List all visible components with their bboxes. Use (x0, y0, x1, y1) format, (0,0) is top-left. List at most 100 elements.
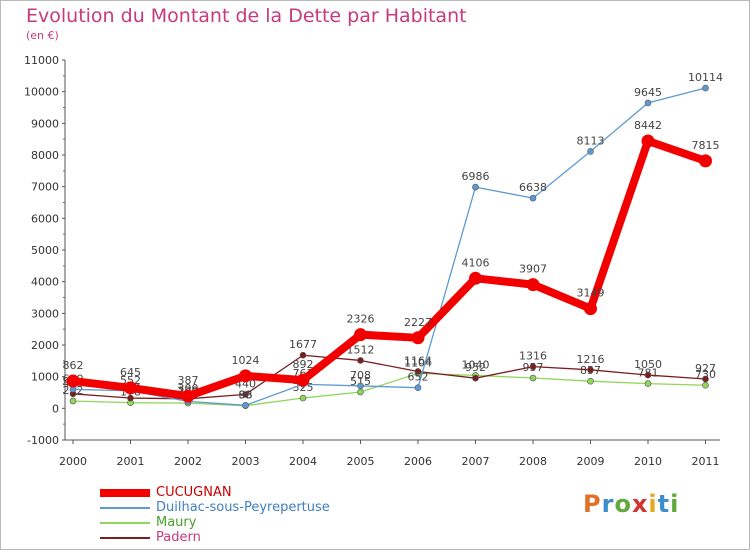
chart-title: Evolution du Montant de la Dette par Hab… (26, 5, 467, 27)
y-tick-label: 0 (52, 402, 59, 415)
data-label: 96 (239, 388, 253, 401)
data-point (296, 373, 310, 387)
logo-letter: o (614, 490, 632, 518)
data-point (69, 397, 77, 405)
series-layer: 2321781658332551511041040957857781730459… (63, 71, 723, 410)
data-label: 8113 (577, 134, 605, 147)
data-point (699, 154, 712, 168)
data-point (354, 328, 367, 342)
data-label: 3149 (577, 287, 605, 300)
data-point (469, 271, 482, 285)
data-label: 1024 (232, 354, 260, 367)
data-label: 1216 (577, 353, 605, 366)
logo-letter: x (631, 490, 649, 518)
series-duilhac-sous-peyrepertuse: 6005522209676170865269866638811396451011… (63, 71, 723, 409)
x-tick-label: 2009 (577, 455, 605, 468)
y-tick-label: 3000 (31, 307, 59, 320)
legend-swatch (100, 522, 150, 524)
data-label: 2326 (347, 313, 375, 326)
data-label: 1040 (462, 358, 490, 371)
logo-letter: i (670, 490, 680, 518)
data-point (641, 134, 655, 148)
x-tick-label: 2011 (692, 455, 720, 468)
data-point (124, 381, 137, 395)
y-tick-label: 10000 (24, 86, 59, 99)
data-point (414, 384, 422, 391)
y-tick-label: 6000 (31, 212, 59, 225)
data-label: 652 (408, 371, 429, 384)
series-cucugnan: 862 645 387 1024 892 2326 2227 4106 3907 3149 8442… (63, 119, 720, 403)
data-point (127, 394, 134, 402)
data-point (472, 183, 479, 191)
data-point (644, 371, 652, 379)
chart-subtitle: (en €) (26, 29, 59, 42)
data-point (357, 382, 364, 390)
data-point (644, 380, 652, 387)
data-point (587, 377, 594, 385)
data-point (242, 391, 249, 398)
data-label: 927 (695, 362, 716, 375)
logo-letter: t (657, 490, 671, 518)
data-label: 387 (178, 374, 199, 387)
x-tick-label: 2000 (59, 455, 87, 468)
series-line (72, 87, 707, 406)
legend-label: CUCUGNAN (156, 485, 232, 500)
data-point (529, 363, 537, 370)
y-tick-label: 8000 (31, 149, 59, 162)
data-label: 1512 (347, 343, 375, 356)
data-point (411, 331, 425, 345)
data-point (239, 369, 252, 383)
x-tick-label: 2008 (519, 455, 547, 468)
line-chart: -1000 0 1000 2000 3000 4000 5000 6000 7000 8000 90… (24, 54, 723, 468)
data-point (526, 278, 540, 292)
data-point (299, 394, 307, 402)
x-tick-label: 2006 (404, 455, 432, 468)
data-point (472, 374, 479, 382)
data-label: 730 (695, 368, 716, 381)
x-tick-label: 2003 (232, 455, 260, 468)
logo-letter: r (601, 490, 615, 518)
data-label: 8442 (634, 119, 662, 132)
data-point (702, 381, 709, 389)
y-tick-label: -1000 (27, 434, 59, 447)
data-label: 6986 (462, 170, 490, 183)
data-label: 9645 (634, 86, 662, 99)
data-point (414, 368, 422, 375)
series-line (69, 137, 710, 401)
data-point (181, 389, 195, 403)
data-point (529, 374, 537, 382)
data-label: 7815 (692, 139, 720, 152)
data-label: 2227 (404, 316, 432, 329)
data-label: 1164 (404, 354, 432, 367)
data-label: 645 (120, 366, 141, 379)
data-label: 952 (465, 361, 486, 374)
data-point (529, 194, 537, 202)
data-label: 515 (350, 375, 371, 388)
data-label: 1050 (634, 358, 662, 371)
x-tick-label: 2007 (462, 455, 490, 468)
data-point (242, 401, 249, 409)
data-point (702, 84, 709, 92)
data-label: 862 (63, 359, 84, 372)
x-tick-label: 2004 (289, 455, 317, 468)
legend-swatch (100, 537, 150, 539)
legend-label: Padern (156, 530, 201, 545)
data-point (66, 374, 80, 388)
data-point (357, 357, 364, 364)
x-tick-label: 2002 (174, 455, 202, 468)
data-label: 6638 (519, 181, 547, 194)
data-point (587, 366, 594, 374)
data-label: 3907 (519, 263, 547, 276)
x-tick-label: 2010 (634, 455, 662, 468)
x-tick-label: 2001 (117, 455, 145, 468)
legend-swatch (100, 507, 150, 509)
data-point (357, 388, 364, 396)
data-label: 1104 (404, 356, 432, 369)
logo-letter: P (583, 490, 602, 518)
legend-swatch (100, 489, 150, 497)
data-point (702, 375, 709, 383)
data-point (587, 148, 594, 155)
y-tick-label: 4000 (31, 276, 59, 289)
y-tick-label: 7000 (31, 181, 59, 194)
